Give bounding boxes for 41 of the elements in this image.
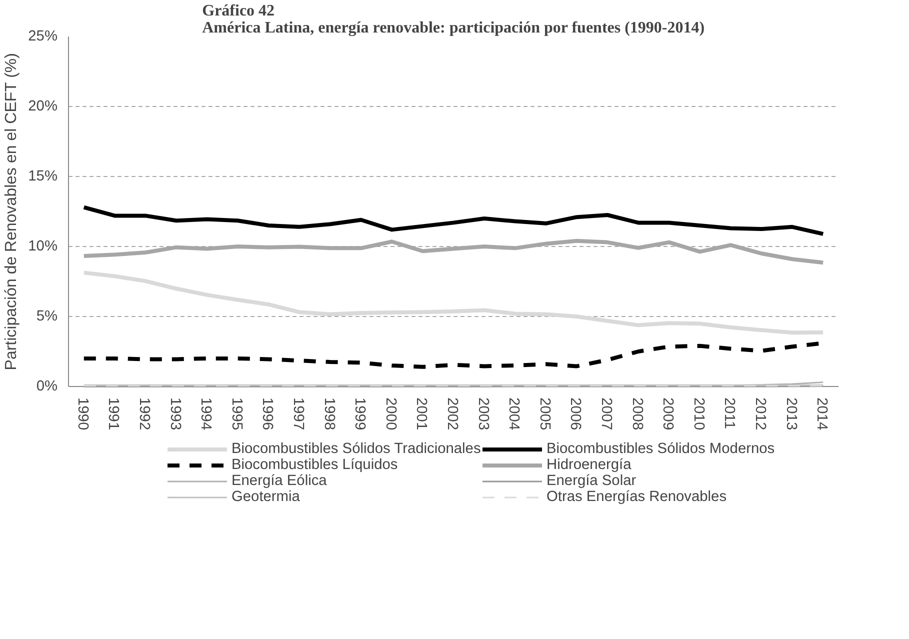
legend-label: Biocombustibles Sólidos Tradicionales — [232, 441, 482, 457]
legend-label: Otras Energías Renovables — [546, 489, 728, 505]
legend-label: Energía Solar — [546, 473, 638, 489]
x-tick-label: 2003 — [474, 398, 491, 430]
x-tick-label: 2004 — [506, 398, 522, 430]
x-tick-label: 1998 — [320, 398, 337, 430]
x-tick-label: 2011 — [721, 398, 738, 430]
x-tick-label: 2010 — [690, 398, 706, 430]
x-tick-label: 1997 — [290, 398, 306, 430]
x-tick-label: 2005 — [536, 398, 552, 430]
y-tick-label: 25% — [28, 28, 58, 44]
y-tick-label: 0% — [36, 378, 58, 394]
x-tick-label: 1995 — [228, 398, 244, 430]
chart-title: Gráfico 42 América Latina, energía renovable: participación por fuentes (1990-2014) — [202, 2, 705, 36]
y-tick-label: 15% — [28, 168, 58, 184]
x-tick-label: 2012 — [752, 398, 768, 430]
x-tick-label: 2000 — [382, 398, 398, 430]
x-tick-label: 1990 — [74, 398, 90, 430]
legend-label: Biocombustibles Sólidos Modernos — [546, 441, 776, 457]
x-tick-label: 2013 — [782, 398, 799, 430]
y-tick-label: 10% — [28, 238, 58, 254]
x-tick-label: 2009 — [660, 398, 676, 430]
y-axis-title: Participación de Renovables en el CEFT (%) — [3, 53, 20, 370]
x-tick-label: 1992 — [136, 398, 152, 430]
x-tick-label: 2002 — [444, 398, 460, 430]
x-tick-label: 1996 — [259, 398, 276, 430]
x-tick-label: 2006 — [567, 398, 584, 430]
x-tick-label: 2008 — [628, 398, 645, 430]
legend-label: Biocombustibles Líquidos — [232, 457, 399, 473]
x-tick-label: 1991 — [105, 398, 122, 430]
x-tick-label: 1993 — [166, 398, 183, 430]
legend-label: Energía Eólica — [232, 473, 328, 489]
y-tick-label: 5% — [36, 308, 58, 324]
x-tick-label: 2007 — [598, 398, 614, 430]
x-tick-label: 1999 — [352, 398, 368, 430]
x-tick-label: 1994 — [198, 398, 214, 430]
x-tick-label: 2001 — [413, 398, 430, 430]
x-tick-label: 2014 — [814, 398, 830, 430]
y-tick-label: 20% — [28, 98, 58, 114]
legend-label: Hidroenergía — [546, 457, 632, 473]
legend-label: Geotermia — [232, 489, 301, 505]
